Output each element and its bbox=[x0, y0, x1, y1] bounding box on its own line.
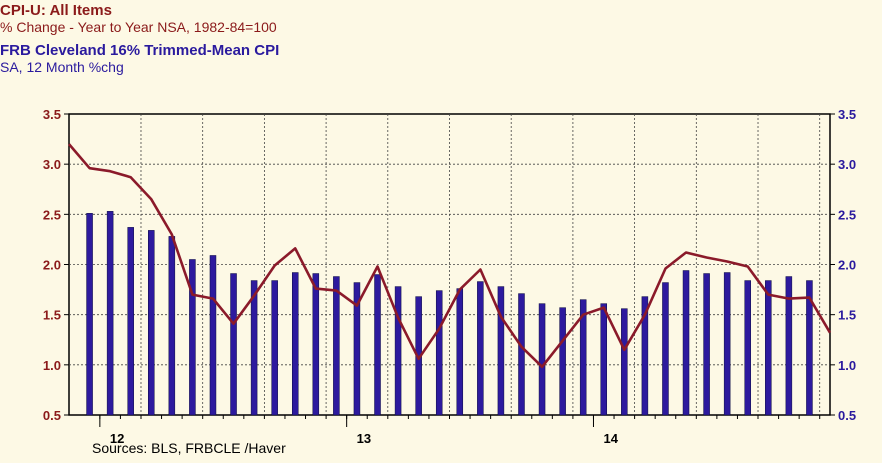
trimmed-mean-bar bbox=[374, 274, 381, 416]
source-note: Sources: BLS, FRBCLE /Haver bbox=[92, 440, 286, 456]
y-tick-label-right: 1.0 bbox=[838, 358, 856, 373]
trimmed-mean-bar bbox=[209, 255, 217, 416]
trimmed-mean-bar bbox=[806, 280, 813, 416]
trimmed-mean-bar bbox=[86, 213, 93, 416]
trimmed-mean-bar bbox=[148, 230, 155, 416]
trimmed-mean-bar bbox=[538, 303, 546, 416]
trimmed-mean-bar bbox=[785, 276, 793, 416]
trimmed-mean-bar bbox=[312, 273, 320, 416]
trimmed-mean-bar bbox=[579, 299, 587, 416]
trimmed-mean-bar bbox=[394, 286, 402, 416]
y-tick-label-right: 0.5 bbox=[838, 408, 856, 423]
trimmed-mean-bar bbox=[621, 308, 628, 416]
trimmed-mean-bar bbox=[230, 273, 237, 416]
trimmed-mean-bar bbox=[353, 282, 361, 416]
trimmed-mean-bar bbox=[641, 296, 649, 416]
trimmed-mean-bar bbox=[600, 303, 608, 416]
trimmed-mean-bar bbox=[127, 227, 134, 416]
y-tick-label-left: 1.0 bbox=[43, 358, 61, 373]
y-tick-label-left: 2.5 bbox=[43, 207, 61, 222]
chart-title-cpi: CPI-U: All Items bbox=[0, 2, 112, 19]
chart-subtitle-cpi: % Change - Year to Year NSA, 1982-84=100 bbox=[0, 19, 277, 35]
y-tick-label-right: 1.5 bbox=[838, 308, 856, 323]
x-year-label: 12 bbox=[110, 431, 124, 446]
x-year-label: 13 bbox=[357, 431, 371, 446]
trimmed-mean-bar bbox=[250, 280, 258, 416]
y-tick-label-left: 2.0 bbox=[43, 258, 61, 273]
y-tick-label-left: 3.5 bbox=[43, 107, 61, 122]
trimmed-mean-bar bbox=[744, 280, 751, 416]
trimmed-mean-bar bbox=[559, 307, 566, 416]
trimmed-mean-bar bbox=[291, 272, 299, 416]
y-tick-label-left: 1.5 bbox=[43, 308, 61, 323]
trimmed-mean-bar bbox=[477, 281, 484, 416]
y-tick-label-left: 0.5 bbox=[43, 408, 61, 423]
trimmed-mean-bar bbox=[682, 270, 690, 416]
trimmed-mean-bar bbox=[703, 273, 710, 416]
y-tick-label-right: 2.5 bbox=[838, 207, 856, 222]
trimmed-mean-bar bbox=[723, 272, 731, 416]
y-tick-label-right: 3.0 bbox=[838, 157, 856, 172]
trimmed-mean-bar bbox=[271, 280, 278, 416]
trimmed-mean-bar bbox=[189, 259, 196, 416]
y-tick-label-right: 3.5 bbox=[838, 107, 856, 122]
trimmed-mean-bar bbox=[435, 290, 443, 416]
trimmed-mean-bar bbox=[497, 286, 505, 416]
trimmed-mean-bar bbox=[518, 293, 525, 416]
y-tick-label-left: 3.0 bbox=[43, 157, 61, 172]
chart-title-trimmed-mean: FRB Cleveland 16% Trimmed-Mean CPI bbox=[0, 42, 280, 59]
trimmed-mean-bar bbox=[168, 236, 176, 416]
trimmed-mean-bar bbox=[765, 280, 772, 416]
trimmed-mean-bar bbox=[662, 282, 669, 416]
x-year-label: 14 bbox=[603, 431, 618, 446]
cpi-line bbox=[68, 143, 832, 369]
trimmed-mean-bar bbox=[333, 276, 340, 416]
chart-subtitle-trimmed-mean: SA, 12 Month %chg bbox=[0, 59, 124, 75]
trimmed-mean-bar bbox=[456, 288, 464, 416]
trimmed-mean-bar bbox=[106, 211, 114, 416]
y-tick-label-right: 2.0 bbox=[838, 258, 856, 273]
